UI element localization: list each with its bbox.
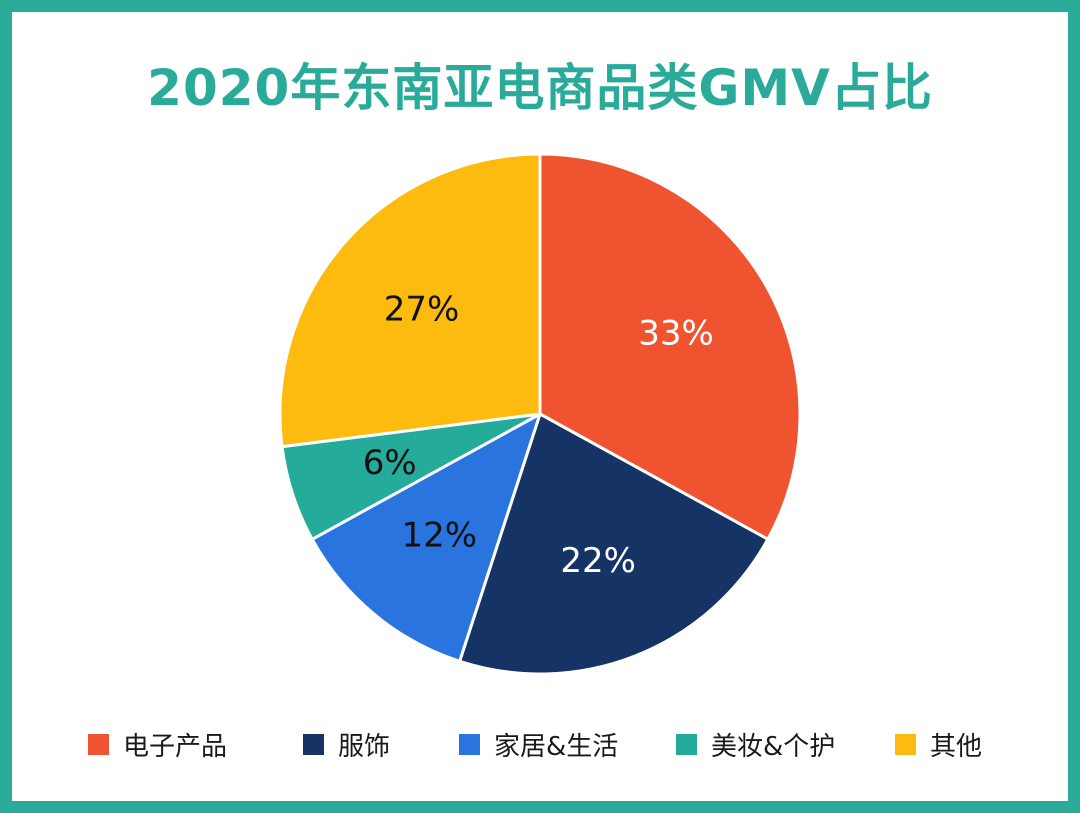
pie-slice-1 (458, 412, 770, 676)
legend-label: 服饰 (338, 731, 391, 762)
legend-label: 美妆&个护 (711, 731, 836, 762)
legend-swatch (676, 733, 697, 755)
legend-item-beauty-care: 美妆&个护 (676, 724, 835, 764)
slice-value-label-0: 33% (638, 314, 714, 354)
legend-item-electronics: 电子产品 (88, 724, 227, 764)
slice-value-label-3: 6% (363, 443, 417, 483)
legend-swatch (459, 733, 480, 755)
slice-value-label-4: 27% (384, 290, 460, 330)
chart-title: 2020年东南亚电商品类GMV占比 (147, 59, 933, 117)
legend-swatch (895, 733, 916, 755)
legend-swatch (303, 733, 324, 755)
legend-item-other: 其他 (895, 724, 982, 764)
legend-swatch (88, 733, 109, 755)
pie-slice-2 (310, 412, 542, 663)
legend-label: 电子产品 (123, 731, 228, 762)
legend-item-home-living: 家居&生活 (459, 724, 618, 764)
legend-item-apparel: 服饰 (303, 724, 390, 764)
slice-value-label-1: 22% (560, 541, 636, 581)
legend-label: 其他 (930, 731, 983, 762)
slice-value-label-2: 12% (402, 516, 478, 556)
pie-slice-4 (278, 152, 542, 449)
pie-slice-0 (538, 152, 802, 541)
legend: 电子产品 服饰 家居&生活 美妆&个护 其他 (0, 724, 1080, 764)
legend-label: 家居&生活 (494, 731, 619, 762)
